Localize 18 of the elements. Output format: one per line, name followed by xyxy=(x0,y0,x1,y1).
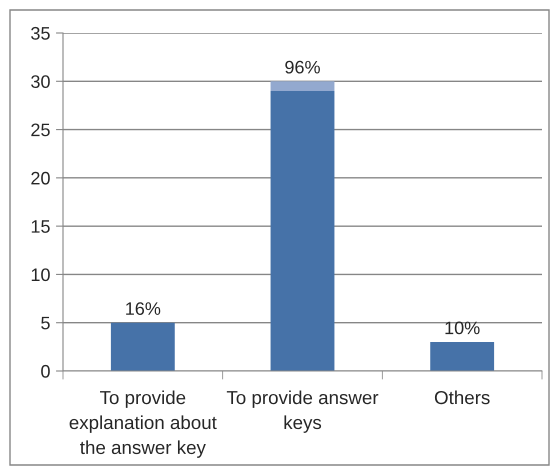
annotation: 16% xyxy=(126,302,160,315)
y-tick-label: 0 xyxy=(41,364,50,378)
bar xyxy=(270,90,334,371)
y-tick-label: 25 xyxy=(31,124,50,136)
y-tick-label: 10 xyxy=(32,268,50,282)
y-tick-label: 5 xyxy=(41,316,50,330)
annotation: 10% xyxy=(445,322,480,334)
y-tick-label: 30 xyxy=(31,75,50,88)
y-tick-label: 20 xyxy=(31,172,50,185)
annotation: 96% xyxy=(285,60,320,74)
x-tick-label: To provide answer keys xyxy=(226,390,378,433)
bar xyxy=(110,322,175,371)
bar xyxy=(270,81,334,91)
bar xyxy=(430,342,494,371)
y-tick-label: 15 xyxy=(32,220,50,233)
x-tick-label: To provide explanation about the answer key xyxy=(70,390,217,458)
y-tick-label: 35 xyxy=(31,26,50,40)
x-tick-label: Others xyxy=(434,390,490,404)
